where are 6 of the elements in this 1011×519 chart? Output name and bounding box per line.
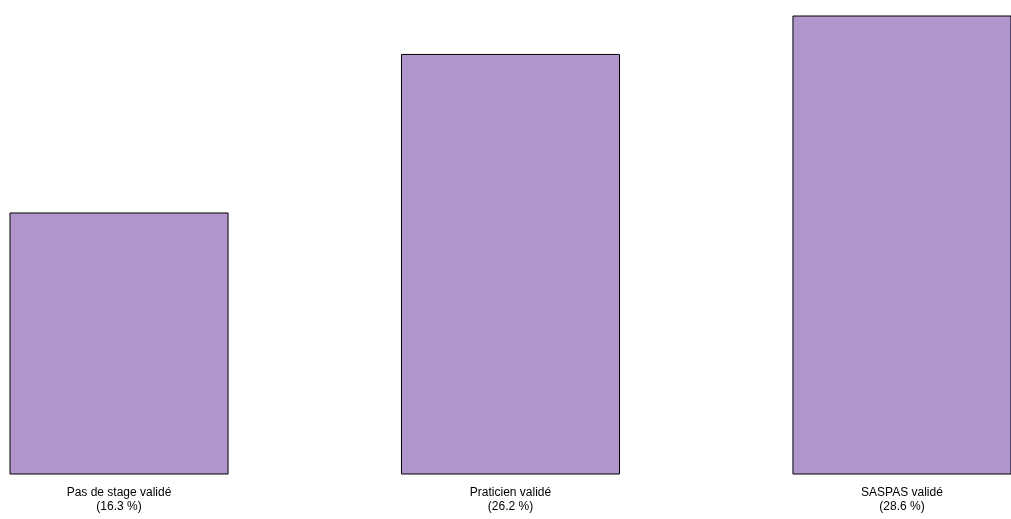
data-label: (28.6 %): [879, 498, 925, 513]
data-label: (26.2 %): [487, 498, 534, 513]
x-tick-label: SASPAS validé: [861, 484, 944, 499]
x-tick-label: Pas de stage validé: [66, 484, 172, 499]
x-tick-label: Praticien validé: [469, 484, 552, 499]
data-label: (16.3 %): [96, 498, 142, 513]
